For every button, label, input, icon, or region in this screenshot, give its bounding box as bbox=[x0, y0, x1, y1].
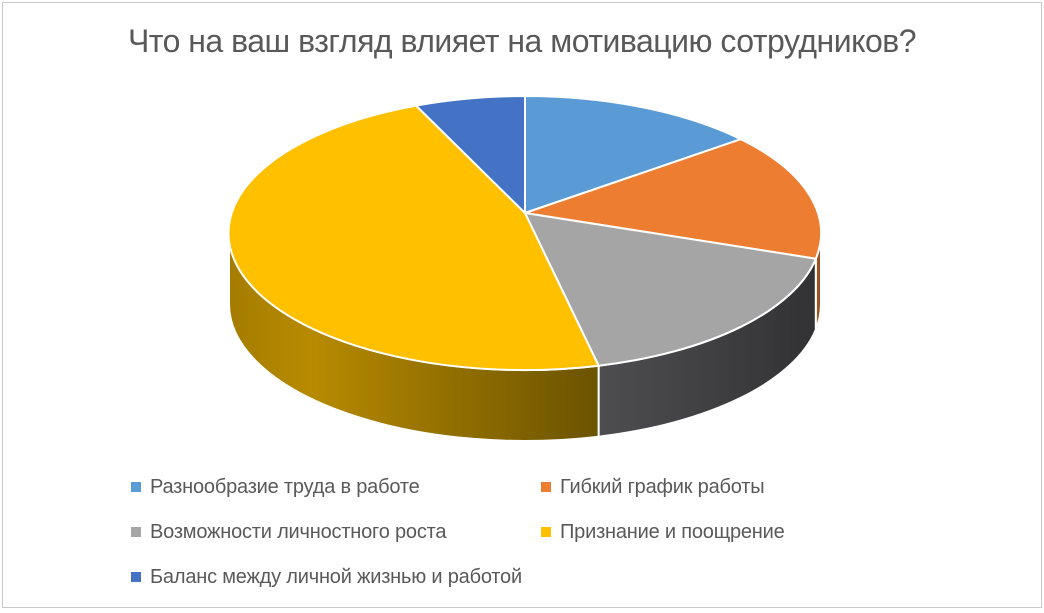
legend-item: Возможности личностного роста bbox=[131, 520, 446, 544]
legend-item: Признание и поощрение bbox=[541, 520, 785, 544]
legend-label: Признание и поощрение bbox=[560, 521, 785, 544]
pie-top-faces bbox=[229, 96, 822, 370]
legend-color-swatch bbox=[541, 527, 551, 537]
legend-label: Баланс между личной жизнью и работой bbox=[150, 566, 522, 589]
legend-item: Разнообразие труда в работе bbox=[131, 475, 420, 499]
legend-label: Гибкий график работы bbox=[560, 476, 764, 499]
legend-color-swatch bbox=[541, 482, 551, 492]
legend-label: Возможности личностного роста bbox=[150, 521, 446, 544]
legend-item: Баланс между личной жизнью и работой bbox=[131, 565, 522, 589]
legend-color-swatch bbox=[131, 527, 141, 537]
chart-legend: Разнообразие труда в работе Гибкий график… bbox=[131, 475, 931, 589]
legend-item: Гибкий график работы bbox=[541, 475, 764, 499]
legend-color-swatch bbox=[131, 572, 141, 582]
legend-color-swatch bbox=[131, 482, 141, 492]
legend-label: Разнообразие труда в работе bbox=[150, 476, 420, 499]
